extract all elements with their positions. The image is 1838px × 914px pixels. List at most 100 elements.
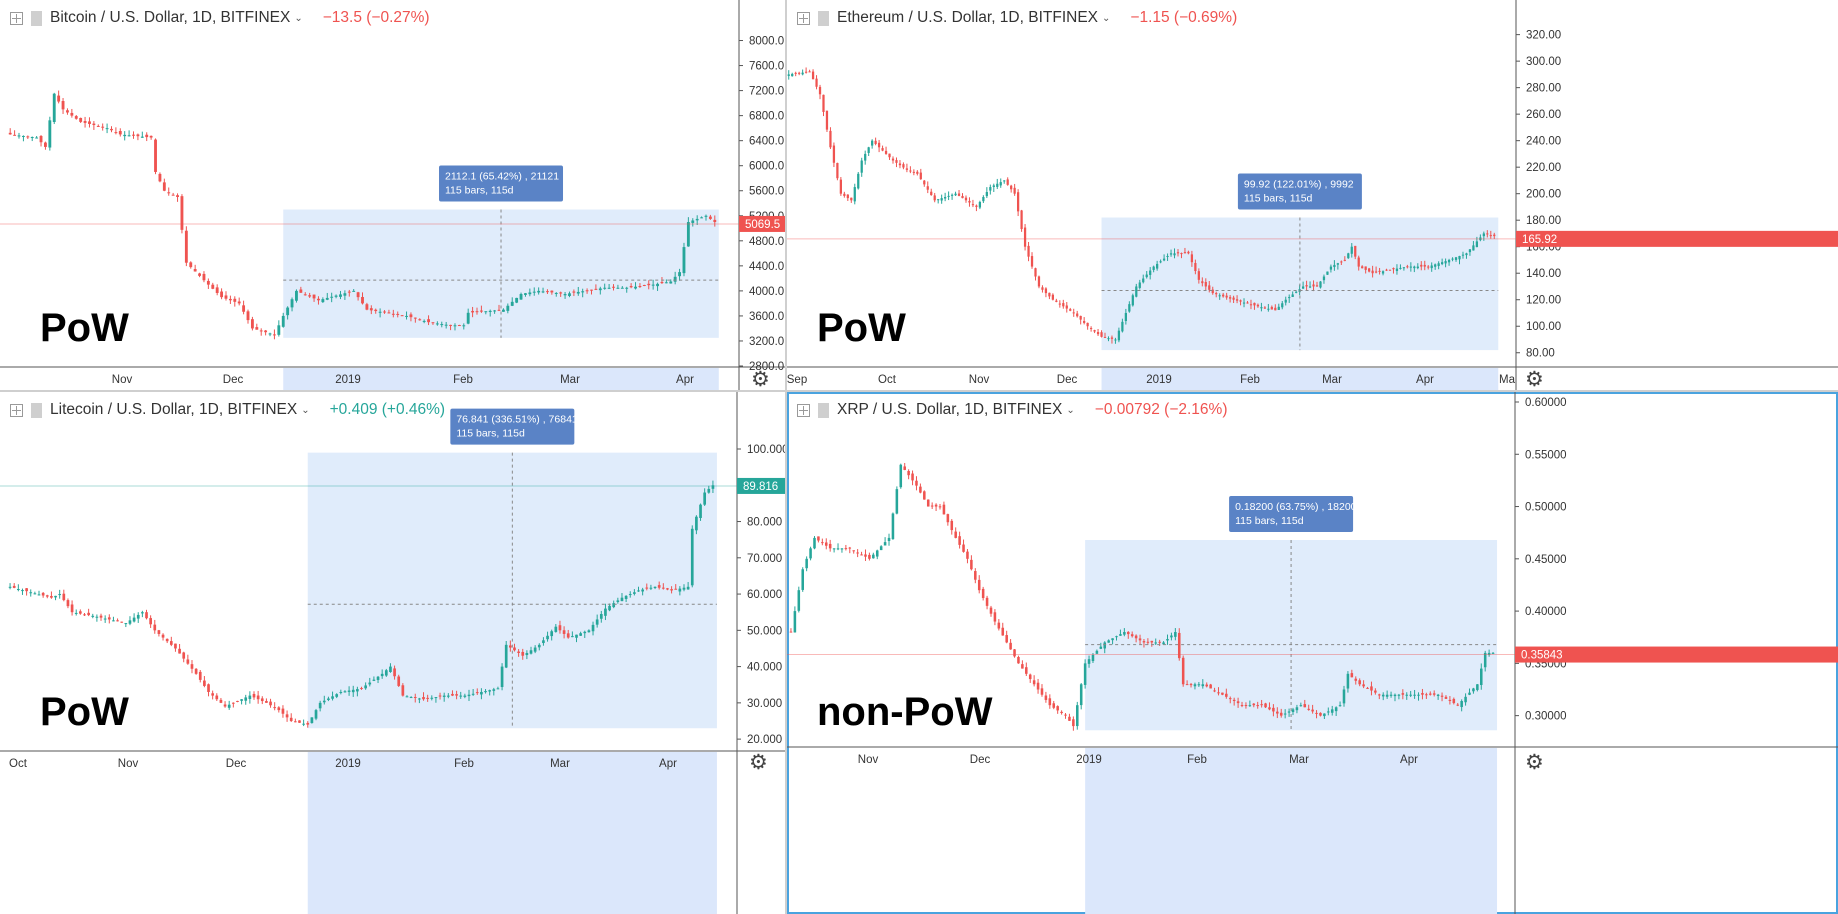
candle — [713, 219, 717, 223]
candle — [318, 702, 322, 709]
candle — [848, 547, 852, 549]
candle — [887, 537, 891, 541]
y-tick-label: 280.00 — [1526, 83, 1561, 95]
expand-icon[interactable] — [10, 403, 23, 417]
candle — [642, 285, 646, 287]
candle — [1128, 304, 1131, 312]
candle — [1239, 300, 1242, 302]
candle — [405, 696, 409, 698]
candle — [140, 136, 144, 138]
candle — [1385, 269, 1388, 271]
candle — [824, 542, 828, 546]
chart-panel-ltc[interactable]: Litecoin / U.S. Dollar, 1D, BITFINEX ⌄ +0… — [0, 392, 785, 914]
candle — [572, 291, 576, 293]
candle — [455, 694, 458, 696]
candle — [1211, 289, 1214, 294]
candle — [1010, 185, 1013, 190]
candle — [828, 543, 832, 549]
expand-icon[interactable] — [10, 11, 23, 25]
gear-icon[interactable]: ⚙ — [1525, 751, 1544, 774]
y-tick-label: 6000.0 — [749, 161, 784, 173]
price-chart[interactable]: 320.00 300.00 280.00 260.00 240.00 220.00 200.… — [787, 0, 1838, 390]
candle — [1242, 302, 1246, 304]
expand-icon[interactable] — [797, 11, 810, 25]
candle — [608, 605, 611, 611]
candle — [1158, 641, 1161, 643]
candle — [1429, 693, 1432, 695]
price-chart[interactable]: 8000.0 7600.0 7200.0 6800.0 6400.0 6000.0 5600… — [0, 0, 785, 390]
candle — [529, 650, 533, 654]
candle — [1420, 264, 1423, 267]
chevron-down-icon[interactable]: ⌄ — [1102, 12, 1111, 24]
candle — [1103, 336, 1107, 338]
candle — [74, 116, 78, 119]
candle — [184, 230, 188, 263]
candle — [457, 325, 461, 327]
candle — [546, 291, 549, 293]
candle — [1399, 267, 1402, 269]
candle — [1354, 678, 1358, 681]
candle — [1461, 254, 1465, 256]
symbol-title[interactable]: Bitcoin / U.S. Dollar, 1D, BITFINEX — [50, 9, 291, 26]
gear-icon[interactable]: ⚙ — [751, 368, 770, 390]
candle — [977, 579, 981, 591]
measure-range-box[interactable] — [283, 209, 719, 338]
price-chart[interactable]: 0.600000.550000.500000.450000.400000.350… — [787, 392, 1838, 914]
chart-panel-eth[interactable]: Ethereum / U.S. Dollar, 1D, BITFINEX ⌄ −1… — [787, 0, 1838, 390]
symbol-title[interactable]: Litecoin / U.S. Dollar, 1D, BITFINEX — [50, 401, 298, 418]
expand-icon[interactable] — [797, 403, 810, 417]
candle — [1162, 258, 1166, 261]
gear-icon[interactable]: ⚙ — [749, 751, 768, 774]
candle — [1180, 253, 1183, 255]
candle — [413, 697, 417, 699]
chevron-down-icon[interactable]: ⌄ — [301, 404, 310, 416]
time-axis-range-highlight — [307, 752, 717, 914]
candle — [302, 723, 305, 725]
candle — [971, 204, 975, 206]
candle — [624, 595, 628, 599]
chevron-down-icon[interactable]: ⌄ — [294, 12, 303, 24]
candle — [1468, 249, 1472, 253]
chart-panel-btc[interactable]: Bitcoin / U.S. Dollar, 1D, BITFINEX ⌄ −13… — [0, 0, 785, 390]
candle — [453, 325, 457, 327]
candle — [625, 287, 629, 289]
last-price-badge — [1516, 230, 1838, 247]
candle — [825, 110, 829, 130]
candle — [1021, 664, 1024, 669]
candle — [1020, 210, 1023, 230]
candle — [1217, 692, 1220, 694]
candle — [405, 315, 408, 317]
candle — [656, 283, 659, 287]
candle — [1270, 306, 1273, 310]
price-chart[interactable]: 100.00090.00080.00070.00060.00050.00040.… — [0, 392, 785, 914]
candle — [48, 120, 52, 148]
candle — [519, 294, 523, 300]
candle — [365, 304, 369, 310]
candle — [1319, 281, 1322, 288]
gear-icon[interactable]: ⚙ — [1525, 368, 1544, 390]
measure-range-box[interactable] — [1085, 540, 1498, 731]
candle — [497, 309, 501, 311]
candle — [926, 186, 929, 190]
candle — [124, 623, 128, 625]
candle — [1322, 276, 1326, 281]
candle — [1072, 312, 1075, 314]
symbol-icon — [31, 402, 42, 418]
candle — [1110, 337, 1114, 339]
candle — [1342, 689, 1346, 704]
candle — [815, 78, 818, 87]
chevron-down-icon[interactable]: ⌄ — [1066, 404, 1075, 416]
candle — [299, 289, 303, 293]
candle — [1099, 646, 1103, 649]
candle — [1405, 694, 1409, 696]
candle — [954, 531, 957, 538]
candle — [484, 691, 487, 693]
symbol-title[interactable]: Ethereum / U.S. Dollar, 1D, BITFINEX — [837, 9, 1098, 26]
chart-panel-xrp[interactable]: XRP / U.S. Dollar, 1D, BITFINEX ⌄ −0.0079… — [787, 392, 1838, 914]
candle — [1338, 705, 1342, 707]
candle — [1058, 303, 1061, 305]
candle — [1277, 306, 1280, 310]
candle — [1190, 254, 1194, 263]
candle — [585, 290, 589, 292]
symbol-title[interactable]: XRP / U.S. Dollar, 1D, BITFINEX — [837, 401, 1063, 418]
